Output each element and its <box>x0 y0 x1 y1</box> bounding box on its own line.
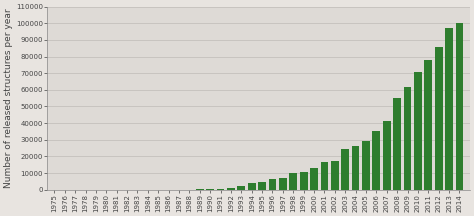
Bar <box>383 121 391 190</box>
Bar <box>414 71 422 190</box>
Bar <box>362 141 370 190</box>
Bar <box>352 146 359 190</box>
Bar <box>310 168 318 190</box>
Bar <box>424 60 432 190</box>
Bar <box>279 178 287 190</box>
Bar <box>206 189 214 190</box>
Bar <box>237 186 245 190</box>
Bar <box>217 189 225 190</box>
Bar <box>227 188 235 190</box>
Bar <box>300 172 308 190</box>
Y-axis label: Number of released structures per year: Number of released structures per year <box>4 8 13 188</box>
Bar <box>269 179 276 190</box>
Bar <box>248 183 255 190</box>
Bar <box>331 161 339 190</box>
Bar <box>404 87 411 190</box>
Bar <box>341 149 349 190</box>
Bar <box>373 131 380 190</box>
Bar <box>445 28 453 190</box>
Bar <box>289 173 297 190</box>
Bar <box>196 189 204 190</box>
Bar <box>393 98 401 190</box>
Bar <box>258 182 266 190</box>
Bar <box>456 23 464 190</box>
Bar <box>320 162 328 190</box>
Bar <box>435 47 443 190</box>
